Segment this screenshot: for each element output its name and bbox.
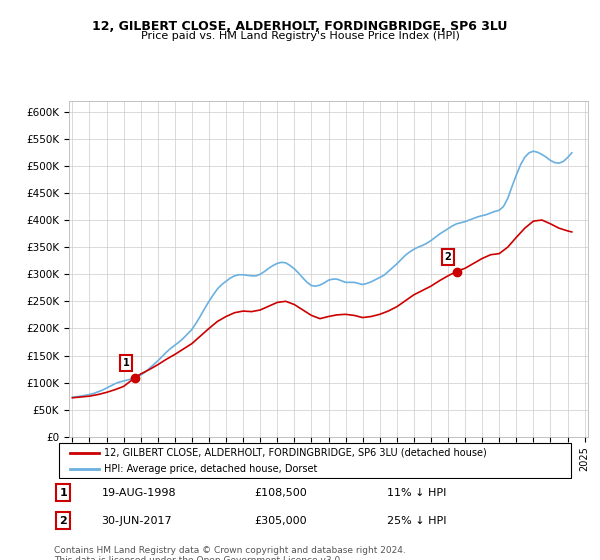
Text: 30-JUN-2017: 30-JUN-2017 <box>101 516 172 526</box>
FancyBboxPatch shape <box>59 443 571 478</box>
Text: 12, GILBERT CLOSE, ALDERHOLT, FORDINGBRIDGE, SP6 3LU: 12, GILBERT CLOSE, ALDERHOLT, FORDINGBRI… <box>92 20 508 32</box>
Text: 1: 1 <box>59 488 67 498</box>
Text: Price paid vs. HM Land Registry's House Price Index (HPI): Price paid vs. HM Land Registry's House … <box>140 31 460 41</box>
Text: 12, GILBERT CLOSE, ALDERHOLT, FORDINGBRIDGE, SP6 3LU (detached house): 12, GILBERT CLOSE, ALDERHOLT, FORDINGBRI… <box>104 447 487 458</box>
Text: £108,500: £108,500 <box>254 488 307 498</box>
Text: 2: 2 <box>59 516 67 526</box>
Text: 25% ↓ HPI: 25% ↓ HPI <box>386 516 446 526</box>
Text: 1: 1 <box>122 358 130 368</box>
Text: 2: 2 <box>445 252 451 262</box>
Text: 11% ↓ HPI: 11% ↓ HPI <box>386 488 446 498</box>
Text: HPI: Average price, detached house, Dorset: HPI: Average price, detached house, Dors… <box>104 464 317 474</box>
Text: £305,000: £305,000 <box>254 516 307 526</box>
Text: 19-AUG-1998: 19-AUG-1998 <box>101 488 176 498</box>
Text: Contains HM Land Registry data © Crown copyright and database right 2024.
This d: Contains HM Land Registry data © Crown c… <box>54 546 406 560</box>
